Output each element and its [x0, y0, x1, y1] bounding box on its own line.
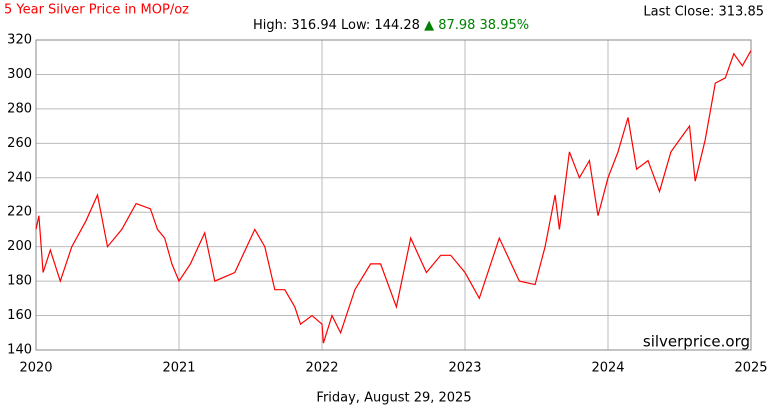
x-tick-label: 2022 [305, 361, 338, 376]
low: Low: 144.28 [341, 18, 420, 33]
y-tick-label: 140 [7, 343, 32, 358]
y-tick-label: 300 [7, 67, 32, 82]
change: ▲ 87.98 38.95% [424, 18, 529, 33]
y-tick-label: 220 [7, 205, 32, 220]
plot-frame [35, 39, 752, 351]
chart-title: 5 Year Silver Price in MOP/oz [4, 3, 189, 18]
y-tick-label: 260 [7, 136, 32, 151]
watermark: silverprice.org [643, 333, 750, 351]
price-line [35, 50, 752, 344]
y-tick-label: 180 [7, 274, 32, 289]
y-tick-label: 240 [7, 170, 32, 185]
high: High: 316.94 [253, 18, 337, 33]
last-close: Last Close: 313.85 [643, 5, 764, 20]
date: Friday, August 29, 2025 [316, 391, 471, 406]
y-tick-label: 200 [7, 239, 32, 254]
x-tick-label: 2021 [162, 361, 195, 376]
y-tick-label: 320 [7, 33, 32, 48]
y-tick-label: 160 [7, 308, 32, 323]
x-tick-label: 2023 [448, 361, 481, 376]
x-tick-label: 2024 [591, 361, 624, 376]
x-tick-label: 2025 [734, 361, 767, 376]
x-tick-label: 2020 [19, 361, 52, 376]
stats: High: 316.94 Low: 144.28 ▲ 87.98 38.95% [253, 18, 529, 33]
y-tick-label: 280 [7, 101, 32, 116]
